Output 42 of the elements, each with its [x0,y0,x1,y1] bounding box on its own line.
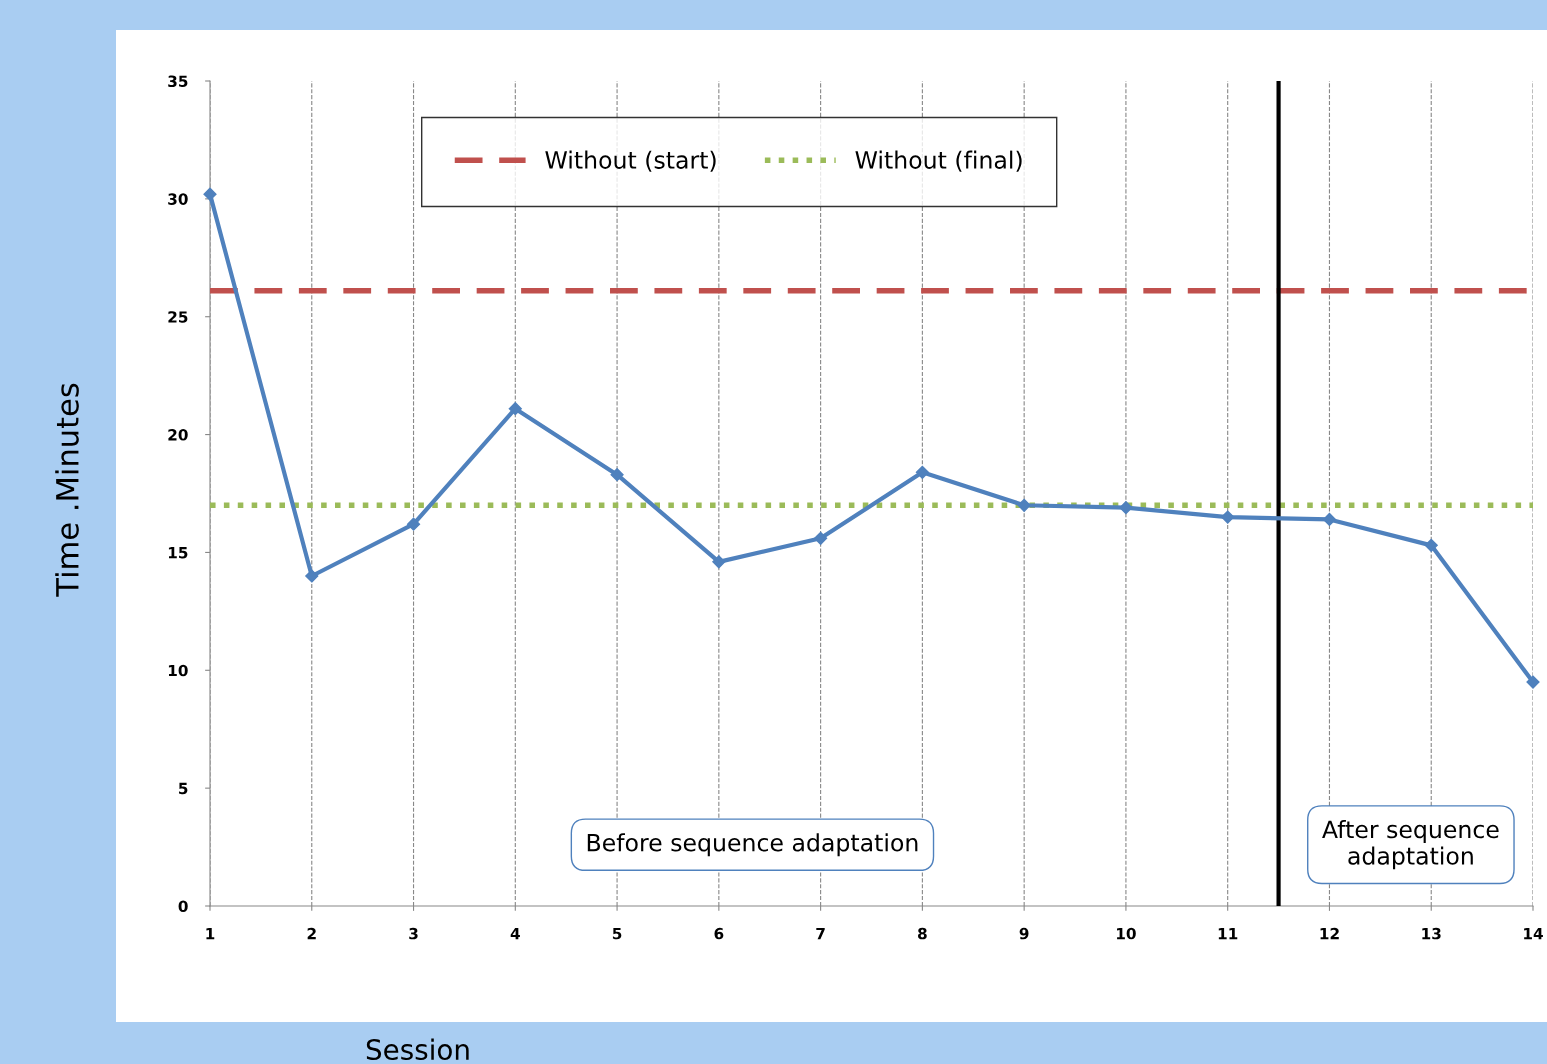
x-tick-label: 13 [1422,927,1441,940]
x-tick-label: 5 [612,928,622,940]
legend-label: Without (final) [855,150,1022,172]
x-tick-label: 6 [714,927,724,940]
y-tick-label: 30 [168,193,188,205]
point [1526,675,1540,689]
x-tick-label: 7 [816,928,825,940]
x-axis-title: Session [366,1038,469,1061]
x-tick-label: 12 [1320,927,1339,940]
y-tick-label: 5 [179,782,188,795]
y-tick-label: 10 [168,664,188,677]
y-tick-label: 15 [168,547,188,559]
annotation: After sequence adaptation [1322,820,1499,870]
legend-label: Without (start) [545,150,716,172]
y-tick-label: 0 [178,900,188,913]
point [1424,538,1438,552]
point [915,465,929,479]
x-tick-label: 10 [1117,927,1136,940]
y-tick-label: 20 [168,429,188,441]
x-tick-label: 2 [307,927,316,940]
point [712,555,726,569]
point [406,517,421,531]
y-tick-label: 35 [168,75,188,88]
point [610,468,624,482]
x-tick-label: 4 [510,928,520,940]
x-tick-label: 1 [206,928,215,940]
x-tick-label: 11 [1218,928,1238,940]
point [1119,501,1133,515]
point [305,569,319,583]
annotation: Before sequence adaptation [587,833,918,857]
y-tick-label: 25 [168,311,188,323]
x-tick-label: 8 [918,927,927,940]
y-axis-title: Time .Minutes [55,383,79,597]
point [814,531,828,545]
point [508,402,522,416]
point [1017,498,1031,512]
point [203,187,217,201]
x-tick-label: 14 [1524,928,1543,940]
point [1322,512,1337,527]
x-tick-label: 9 [1019,927,1029,940]
x-tick-label: 3 [409,927,418,940]
point [1221,510,1235,524]
